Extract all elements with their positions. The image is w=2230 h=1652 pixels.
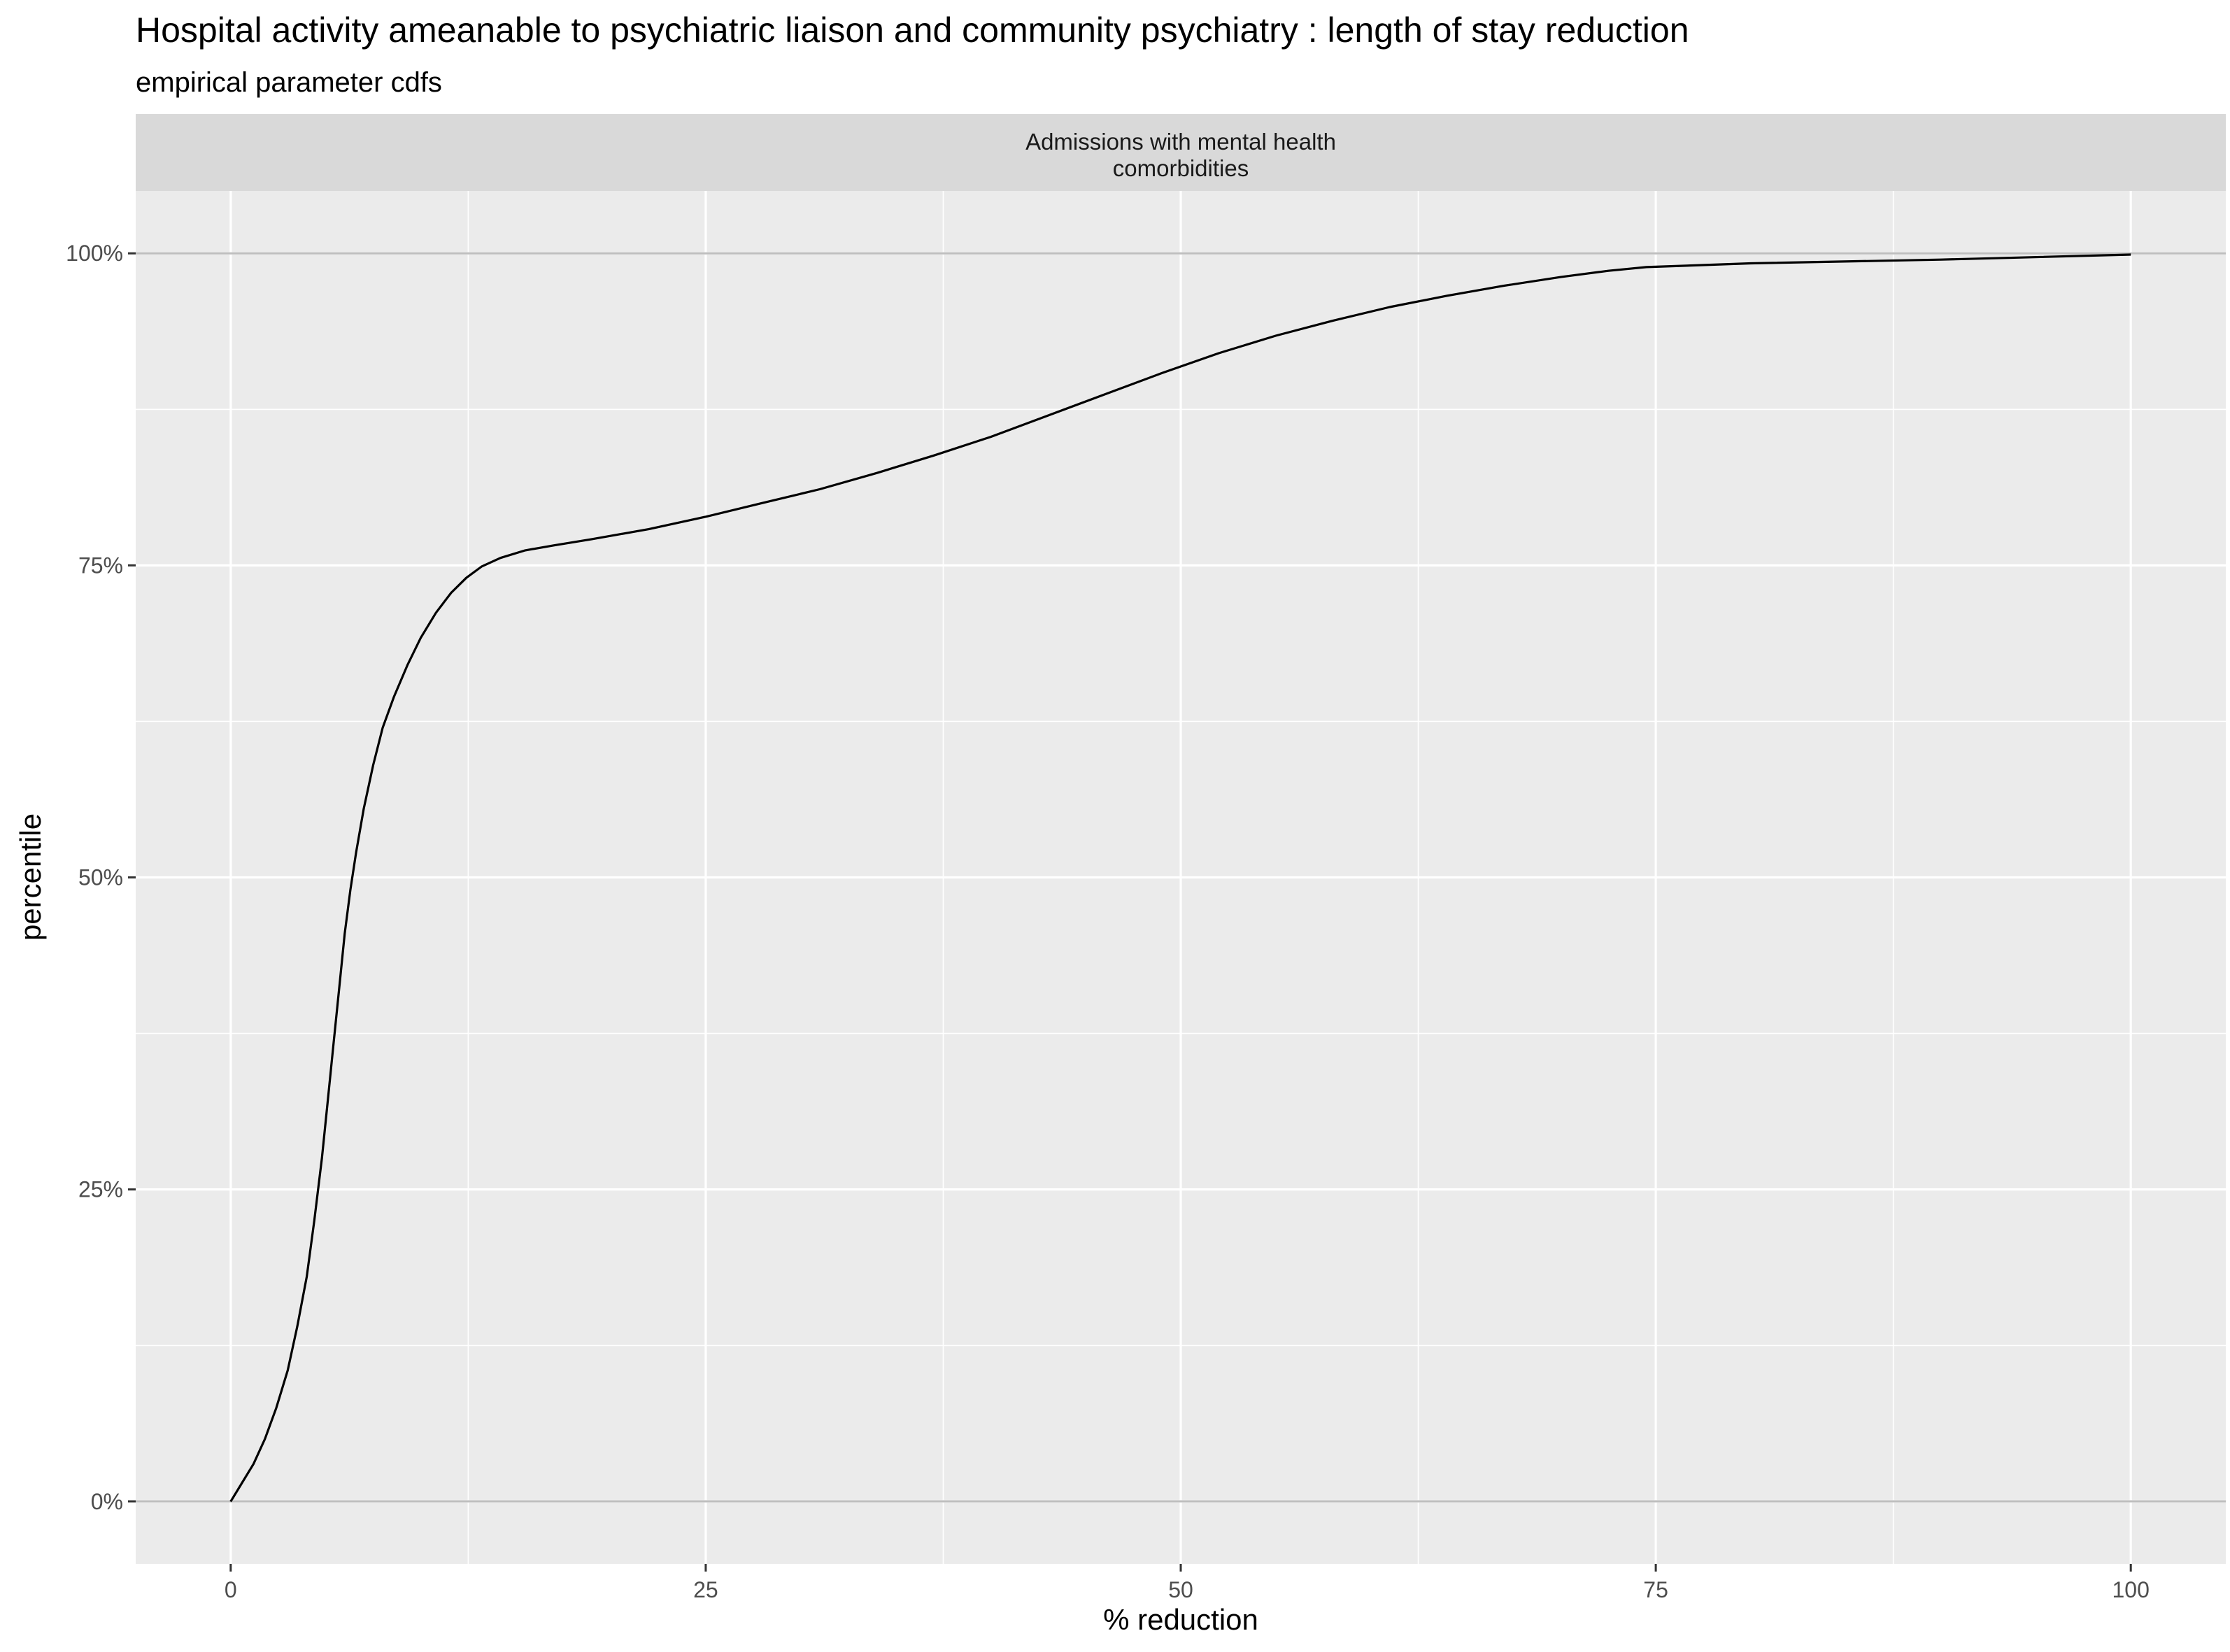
reference-lines [136, 252, 2226, 1503]
x-tick-label: 75 [1643, 1577, 1668, 1602]
facet-label-line-1: Admissions with mental health [1025, 129, 1336, 155]
facet-label-line-2: comorbidities [1113, 155, 1249, 181]
y-axis: 0% 25% 50% 75% 100% [66, 241, 136, 1514]
y-tick-label: 0% [91, 1489, 123, 1514]
x-axis-title: % reduction [1103, 1603, 1258, 1636]
y-axis-title: percentile [14, 813, 47, 941]
y-tick-label: 25% [78, 1177, 123, 1202]
chart-subtitle: empirical parameter cdfs [136, 67, 442, 98]
x-tick-label: 100 [2112, 1577, 2149, 1602]
cdf-line [229, 253, 2131, 1502]
x-tick-label: 0 [225, 1577, 237, 1602]
x-axis: 0 25 50 75 100 [225, 1564, 2150, 1602]
chart-title: Hospital activity ameanable to psychiatr… [136, 10, 1689, 50]
y-tick-label: 50% [78, 865, 123, 890]
facet-strip [136, 114, 2226, 191]
x-tick-label: 50 [1168, 1577, 1193, 1602]
y-tick-label: 100% [66, 241, 123, 266]
y-tick-label: 75% [78, 553, 123, 578]
x-tick-label: 25 [693, 1577, 718, 1602]
